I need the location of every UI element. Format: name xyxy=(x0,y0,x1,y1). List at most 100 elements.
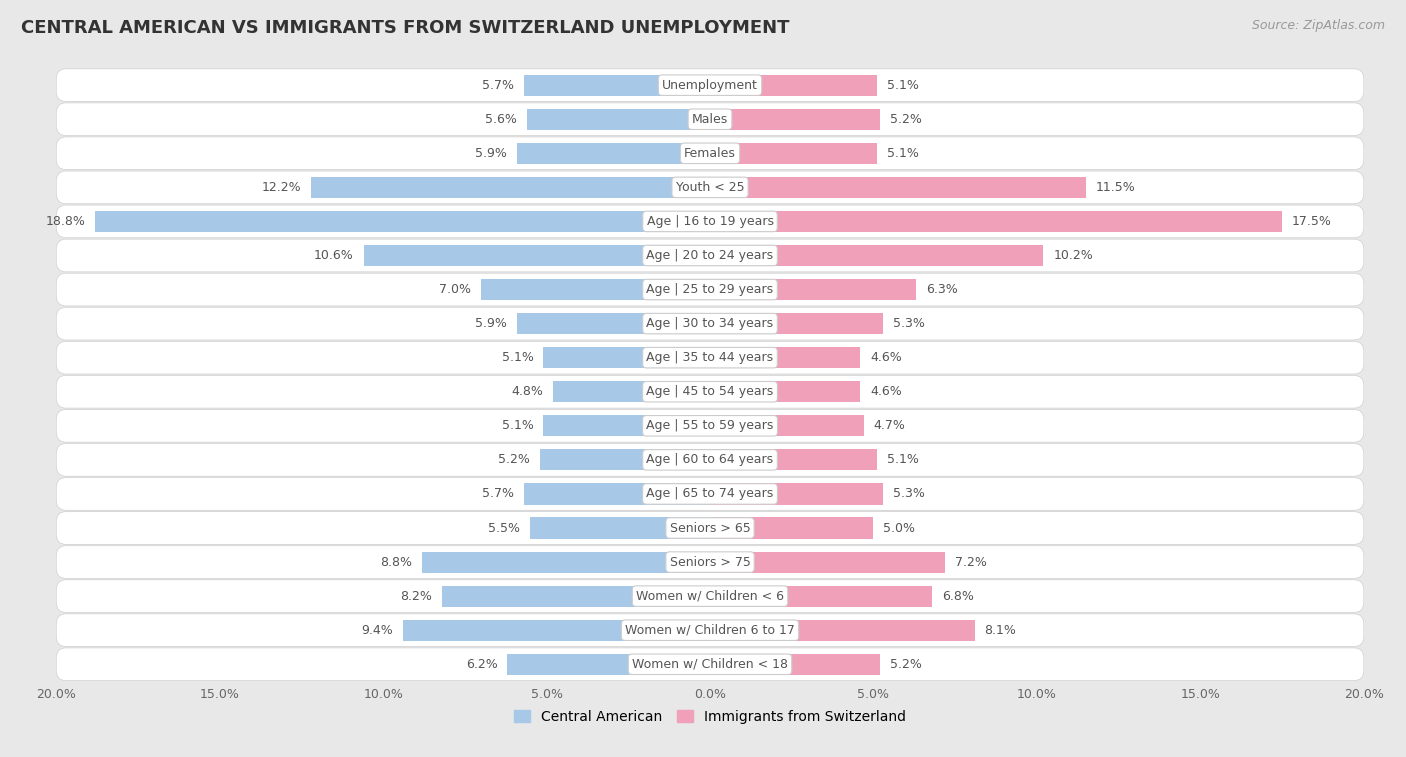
FancyBboxPatch shape xyxy=(56,580,1364,612)
Bar xyxy=(710,347,860,368)
Text: Age | 30 to 34 years: Age | 30 to 34 years xyxy=(647,317,773,330)
Text: 5.3%: 5.3% xyxy=(893,317,925,330)
Bar xyxy=(710,382,860,402)
Text: 5.7%: 5.7% xyxy=(482,488,515,500)
Text: 5.7%: 5.7% xyxy=(482,79,515,92)
Text: 8.8%: 8.8% xyxy=(381,556,412,569)
FancyBboxPatch shape xyxy=(56,614,1364,646)
Bar xyxy=(402,620,710,640)
Text: Seniors > 75: Seniors > 75 xyxy=(669,556,751,569)
Bar xyxy=(553,382,710,402)
Bar xyxy=(422,552,710,572)
Text: Age | 35 to 44 years: Age | 35 to 44 years xyxy=(647,351,773,364)
Text: 5.9%: 5.9% xyxy=(475,317,508,330)
Text: Age | 16 to 19 years: Age | 16 to 19 years xyxy=(647,215,773,228)
Bar xyxy=(710,654,880,674)
Text: 10.2%: 10.2% xyxy=(1053,249,1092,262)
Text: 5.1%: 5.1% xyxy=(502,351,533,364)
Text: Age | 65 to 74 years: Age | 65 to 74 years xyxy=(647,488,773,500)
Text: 11.5%: 11.5% xyxy=(1095,181,1136,194)
Text: 6.2%: 6.2% xyxy=(465,658,498,671)
Text: 5.2%: 5.2% xyxy=(890,113,922,126)
Text: Females: Females xyxy=(685,147,735,160)
Text: 5.6%: 5.6% xyxy=(485,113,517,126)
Bar xyxy=(710,75,877,95)
Text: 6.3%: 6.3% xyxy=(925,283,957,296)
Bar xyxy=(710,518,873,538)
Bar xyxy=(710,416,863,436)
Text: Age | 25 to 29 years: Age | 25 to 29 years xyxy=(647,283,773,296)
Bar xyxy=(530,518,710,538)
Bar xyxy=(710,109,880,129)
Legend: Central American, Immigrants from Switzerland: Central American, Immigrants from Switze… xyxy=(508,705,912,730)
FancyBboxPatch shape xyxy=(56,103,1364,136)
FancyBboxPatch shape xyxy=(56,341,1364,374)
Bar xyxy=(710,586,932,606)
Bar xyxy=(540,450,710,470)
Bar xyxy=(311,177,710,198)
Text: 4.8%: 4.8% xyxy=(512,385,543,398)
Text: CENTRAL AMERICAN VS IMMIGRANTS FROM SWITZERLAND UNEMPLOYMENT: CENTRAL AMERICAN VS IMMIGRANTS FROM SWIT… xyxy=(21,19,790,37)
FancyBboxPatch shape xyxy=(56,478,1364,510)
Text: Women w/ Children < 6: Women w/ Children < 6 xyxy=(636,590,785,603)
Text: 5.5%: 5.5% xyxy=(488,522,520,534)
Text: 12.2%: 12.2% xyxy=(262,181,301,194)
Text: 18.8%: 18.8% xyxy=(46,215,86,228)
FancyBboxPatch shape xyxy=(56,171,1364,204)
FancyBboxPatch shape xyxy=(56,410,1364,442)
Bar xyxy=(517,313,710,334)
Text: 5.1%: 5.1% xyxy=(502,419,533,432)
FancyBboxPatch shape xyxy=(56,69,1364,101)
Text: Age | 60 to 64 years: Age | 60 to 64 years xyxy=(647,453,773,466)
Text: Women w/ Children < 18: Women w/ Children < 18 xyxy=(633,658,787,671)
Bar xyxy=(543,347,710,368)
Text: 17.5%: 17.5% xyxy=(1292,215,1331,228)
Text: 7.0%: 7.0% xyxy=(440,283,471,296)
Text: 9.4%: 9.4% xyxy=(361,624,392,637)
FancyBboxPatch shape xyxy=(56,307,1364,340)
FancyBboxPatch shape xyxy=(56,375,1364,408)
Text: 6.8%: 6.8% xyxy=(942,590,974,603)
Bar xyxy=(523,75,710,95)
Bar xyxy=(523,484,710,504)
Text: Age | 20 to 24 years: Age | 20 to 24 years xyxy=(647,249,773,262)
FancyBboxPatch shape xyxy=(56,444,1364,476)
Bar xyxy=(710,552,945,572)
FancyBboxPatch shape xyxy=(56,512,1364,544)
Text: 4.6%: 4.6% xyxy=(870,385,903,398)
Text: Seniors > 65: Seniors > 65 xyxy=(669,522,751,534)
Text: Women w/ Children 6 to 17: Women w/ Children 6 to 17 xyxy=(626,624,794,637)
Text: Males: Males xyxy=(692,113,728,126)
FancyBboxPatch shape xyxy=(56,273,1364,306)
Text: 10.6%: 10.6% xyxy=(314,249,354,262)
Bar xyxy=(710,143,877,164)
Text: 7.2%: 7.2% xyxy=(955,556,987,569)
Text: 8.1%: 8.1% xyxy=(984,624,1017,637)
Text: 5.3%: 5.3% xyxy=(893,488,925,500)
FancyBboxPatch shape xyxy=(56,205,1364,238)
Bar xyxy=(710,245,1043,266)
Bar xyxy=(364,245,710,266)
FancyBboxPatch shape xyxy=(56,239,1364,272)
Bar xyxy=(710,450,877,470)
Text: Source: ZipAtlas.com: Source: ZipAtlas.com xyxy=(1251,19,1385,32)
Text: Youth < 25: Youth < 25 xyxy=(676,181,744,194)
Bar xyxy=(96,211,710,232)
Bar xyxy=(508,654,710,674)
Bar xyxy=(710,620,974,640)
Text: 5.1%: 5.1% xyxy=(887,453,918,466)
Bar xyxy=(441,586,710,606)
Bar xyxy=(481,279,710,300)
Bar xyxy=(710,313,883,334)
Text: Unemployment: Unemployment xyxy=(662,79,758,92)
Bar xyxy=(543,416,710,436)
Bar xyxy=(527,109,710,129)
Text: 5.9%: 5.9% xyxy=(475,147,508,160)
Text: 5.2%: 5.2% xyxy=(890,658,922,671)
FancyBboxPatch shape xyxy=(56,546,1364,578)
FancyBboxPatch shape xyxy=(56,137,1364,170)
Bar xyxy=(710,279,915,300)
Bar xyxy=(710,484,883,504)
Text: 5.1%: 5.1% xyxy=(887,79,918,92)
Bar xyxy=(710,211,1282,232)
